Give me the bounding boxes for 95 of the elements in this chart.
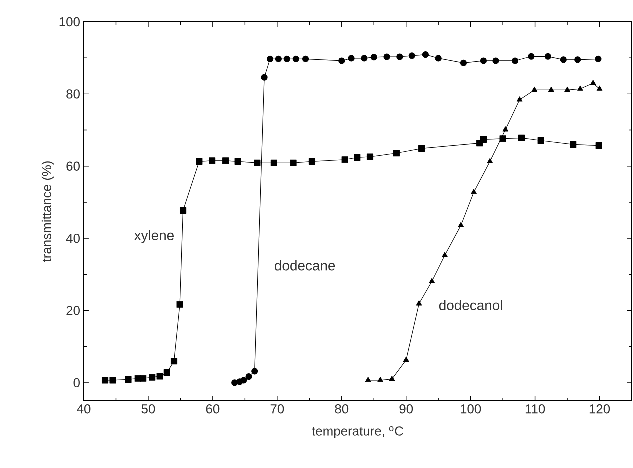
point [596,142,602,150]
point [480,136,488,143]
point [180,207,187,214]
y-tick-label: 20 [66,306,80,316]
point [240,377,248,384]
point [290,160,297,166]
point [538,137,544,144]
point [516,96,523,102]
point [284,56,290,62]
point [338,58,346,64]
point [125,376,132,383]
point [354,154,361,162]
point [396,54,404,60]
point [422,52,429,58]
point [564,86,570,92]
point [460,60,468,66]
y-tick-label: 40 [66,234,80,244]
point [261,74,268,81]
point [532,86,538,92]
point [560,56,567,64]
point [222,158,230,164]
point [196,158,203,165]
x-tick-label: 40 [77,404,91,414]
series-label: dodecane [275,260,336,271]
point [435,55,442,62]
x-axis-title: temperature, $^{o}$C [312,426,404,438]
point [590,80,596,86]
point [370,54,378,61]
point [574,56,582,64]
point [418,145,426,152]
x-tick-label: 90 [400,404,414,414]
y-tick-label: 100 [60,17,80,27]
y-tick-label: 60 [66,162,80,171]
point [389,376,396,382]
point [342,156,348,164]
point [408,52,416,60]
point [254,160,261,166]
point [548,86,554,92]
point [492,58,500,64]
point [232,380,238,386]
point [384,54,390,60]
x-tick-label: 70 [270,404,284,414]
point [596,86,603,91]
point [156,373,164,380]
point [595,56,602,62]
x-tick-label: 100 [461,404,482,414]
point [176,301,184,308]
point [275,56,282,62]
point [416,300,422,306]
point [403,356,410,362]
series-label: dodecanol [439,300,502,310]
point [252,368,258,375]
point [164,370,170,376]
point [570,141,577,148]
point [518,134,526,142]
point [302,56,310,62]
series-label: xylene [134,230,174,244]
point [378,377,384,382]
point [292,56,300,62]
point [267,56,274,62]
point [528,53,535,60]
point [500,136,506,142]
x-tick-label: 120 [590,404,610,414]
point [393,150,400,157]
point [442,252,448,258]
point [140,375,147,382]
x-tick-label: 110 [526,404,546,414]
point [110,377,116,384]
x-tick-label: 50 [142,404,156,414]
point [544,53,552,60]
point [308,158,316,165]
y-axis-title: transmittance (%) [42,162,54,262]
point [471,189,477,194]
point [234,158,242,165]
point [458,222,464,228]
x-tick-label: 80 [335,404,349,414]
point [270,160,278,166]
point [149,374,156,381]
point [480,58,488,64]
point [429,278,436,284]
point [578,86,584,91]
x-tick-label: 60 [206,404,220,414]
point [487,158,494,164]
point [512,58,519,64]
point [170,358,178,365]
point [366,154,374,160]
point [361,55,368,62]
y-tick-label: 0 [74,378,80,388]
point [502,126,509,132]
point [209,158,216,164]
point [348,55,355,62]
point [246,374,252,380]
point [365,377,372,382]
point [102,377,109,384]
y-tick-label: 80 [66,90,80,99]
